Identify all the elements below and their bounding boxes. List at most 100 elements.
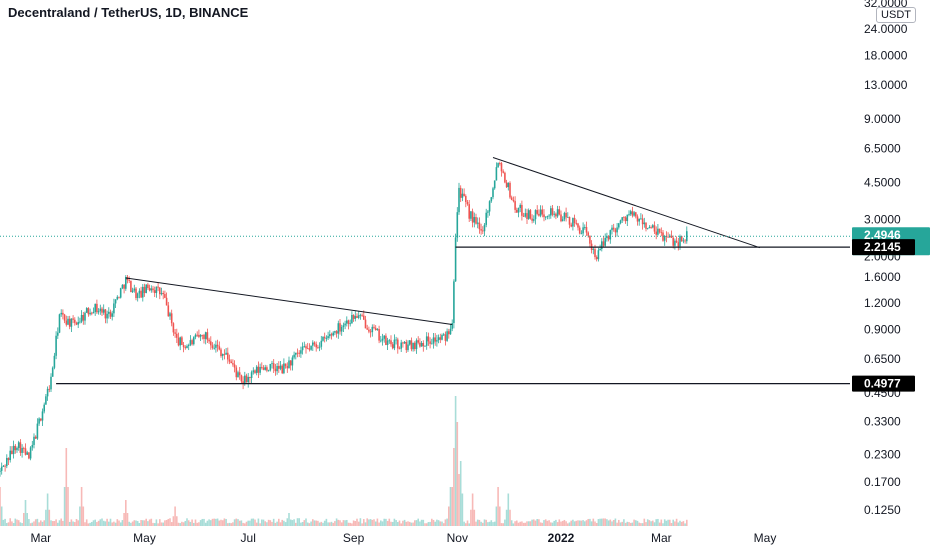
volume-bar <box>143 520 146 526</box>
volume-bar <box>196 522 198 526</box>
volume-bar <box>580 520 583 526</box>
volume-bar <box>533 519 535 526</box>
volume-bar <box>476 519 479 526</box>
volume-bar <box>448 506 450 526</box>
price-axis[interactable]: 32.0000 24.0000 18.0000 13.0000 9.0000 6.5000… <box>864 0 908 517</box>
volume-bar <box>165 519 168 526</box>
y-tick-label: 1.6000 <box>864 270 901 284</box>
volume-bar <box>125 500 127 526</box>
candle-body <box>672 237 674 246</box>
candle-body <box>397 339 399 349</box>
volume-bar <box>347 522 350 526</box>
candle-body <box>682 240 685 242</box>
volume-bar <box>247 520 249 526</box>
volume-bar <box>560 521 562 526</box>
candle-body <box>227 352 229 360</box>
level-price-value: 0.4977 <box>864 377 901 391</box>
volume-bar <box>638 522 640 526</box>
volume-bar <box>118 520 120 526</box>
volume-bar <box>538 519 540 526</box>
volume-bar <box>397 522 399 526</box>
volume-bar <box>432 519 435 526</box>
volume-bar <box>148 519 151 526</box>
candle-body <box>606 236 608 238</box>
volume-bar <box>412 522 414 526</box>
candle-body <box>332 332 334 336</box>
candle-body <box>172 323 175 333</box>
volume-bar <box>672 519 674 526</box>
y-tick-label: 18.0000 <box>864 48 908 62</box>
volume-bar <box>36 518 39 526</box>
candle-body <box>414 342 416 350</box>
volume-bar <box>502 523 504 526</box>
candle-body <box>521 204 523 216</box>
candle-body <box>585 227 588 233</box>
candle-body <box>342 325 345 327</box>
volume-bar <box>250 518 253 526</box>
candle-body <box>449 328 452 335</box>
volume-bar <box>483 519 486 526</box>
candle-body <box>325 338 328 339</box>
volume-bar <box>126 513 129 526</box>
candle-body <box>541 209 544 215</box>
volume-bar <box>405 521 408 526</box>
volume-bar <box>170 522 173 526</box>
volume-bar <box>97 520 100 526</box>
volume-bar <box>172 516 175 526</box>
volume-bar <box>153 523 156 526</box>
volume-bar <box>356 518 358 526</box>
candle-body <box>351 314 353 324</box>
volume-bar <box>570 520 572 526</box>
volume-bar <box>99 519 102 526</box>
candle-body <box>468 204 470 219</box>
candle-body <box>422 342 425 347</box>
time-axis[interactable]: Mar May Jul Sep Nov 2022 Mar May <box>30 531 776 545</box>
candle-body <box>291 357 294 366</box>
candle-body <box>21 447 23 453</box>
candle-body <box>225 352 227 355</box>
candle-body <box>267 370 270 372</box>
candle-body <box>495 167 498 181</box>
candle-body <box>349 323 351 325</box>
trend-line[interactable] <box>492 157 761 249</box>
volume-bar <box>342 520 345 526</box>
volume-bar <box>434 521 436 526</box>
candle-body <box>296 352 299 354</box>
volume-bar <box>531 519 533 526</box>
candle-body <box>160 293 163 295</box>
volume-bar <box>113 521 115 526</box>
candle-body <box>466 201 469 205</box>
candle-body <box>70 318 73 327</box>
volume-bar <box>286 518 289 526</box>
candle-body <box>58 314 61 333</box>
candle-body <box>507 182 510 188</box>
candle-body <box>476 222 479 224</box>
candle-body <box>412 342 414 350</box>
volume-bar <box>116 519 119 526</box>
volume-bar <box>558 519 561 526</box>
volume-bar <box>334 521 336 526</box>
candle-body <box>169 313 171 317</box>
candle-body <box>589 235 591 244</box>
volume-bar <box>284 522 287 526</box>
currency-selector-button[interactable]: USDT <box>876 7 916 23</box>
candle-body <box>456 212 459 238</box>
volume-bar <box>646 519 649 526</box>
volume-bar <box>136 521 139 526</box>
volume-bar <box>313 520 316 526</box>
candle-body <box>441 335 443 340</box>
volume-bar <box>546 520 549 526</box>
candle-body <box>84 312 86 321</box>
candle-body <box>444 334 447 341</box>
volume-bar <box>361 523 363 526</box>
candle-body <box>75 322 78 325</box>
candle-body <box>317 347 319 349</box>
y-tick-label: 32.0000 <box>864 0 908 10</box>
candle-body <box>101 308 103 313</box>
y-tick-label: 1.2000 <box>864 296 901 310</box>
trend-line[interactable] <box>125 277 453 326</box>
volume-bar <box>7 522 10 526</box>
candle-body <box>23 447 25 449</box>
candle-body <box>109 311 112 317</box>
